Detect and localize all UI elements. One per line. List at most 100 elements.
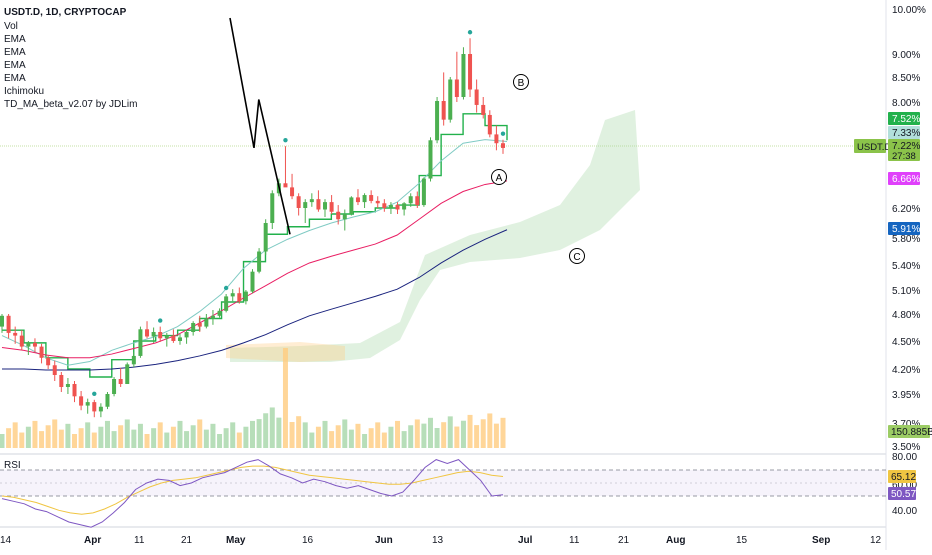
volume-bar [309,432,315,448]
volume-bar [118,425,124,448]
wave-b-text: B [518,78,525,89]
volume-bar [104,420,110,448]
candle-body [250,271,255,292]
candle-body [177,337,182,341]
candle-body [263,223,268,252]
wave-c-text: C [573,252,580,263]
candle-body [349,197,354,214]
price-tick: 4.50% [892,337,920,348]
candle-body [164,335,169,339]
indicator-ema-3[interactable]: EMA [4,60,26,71]
wave-a-label[interactable]: A [491,169,507,185]
candle-body [151,332,156,337]
time-tick: 16 [302,535,314,546]
indicator-vol[interactable]: Vol [4,21,18,32]
candle-body [362,195,367,203]
indicator-ema-2[interactable]: EMA [4,47,26,58]
wave-b-label[interactable]: B [513,74,529,90]
candle-body [342,214,347,220]
price-tick: 5.40% [892,261,920,272]
candle-body [494,134,499,144]
candle-body [237,293,242,302]
candle-body [26,342,31,347]
candle-body [125,364,130,384]
volume-bar [282,348,288,448]
volume-bar [164,432,170,448]
price-axis[interactable]: 10.00% 9.00% 8.50% 8.00% 6.20% 5.40% 5.1… [892,5,926,453]
candle-body [303,202,308,208]
candle-body [481,104,486,115]
badge-rsi: 50.57 [891,489,916,500]
badge-last-price: 7.22% [892,141,920,152]
price-tick: 9.00% [892,50,920,61]
td-mark [158,318,163,323]
volume-bar [434,428,440,448]
volume-bar [395,420,401,448]
candle-body [184,332,189,338]
volume-bar [78,428,84,448]
candle-body [13,332,18,336]
volume-bar [381,432,387,448]
wave-projection-line[interactable] [229,17,291,235]
candle-body [474,89,479,105]
volume-bar [52,419,58,448]
candle-body [402,203,407,210]
candle-body [323,202,328,210]
candle-body [158,332,163,339]
volume-bar [500,417,506,448]
volume-bar [414,419,420,448]
candle-body [290,187,295,197]
time-tick: Sep [812,535,830,546]
indicator-ichimoku[interactable]: Ichimoku [4,86,44,97]
candle-body [85,402,90,406]
time-tick: Apr [84,535,101,546]
candle-body [52,365,57,375]
candle-body [92,402,97,412]
volume-bar [25,426,31,448]
time-tick: 11 [569,535,580,546]
volume-bar [487,413,493,448]
candle-body [19,335,24,347]
candle-body [46,357,51,366]
td-sequential-marks [92,30,506,396]
volume-bar [124,419,130,448]
indicator-ema-1[interactable]: EMA [4,34,26,45]
wave-c-label[interactable]: C [569,248,585,264]
candle-body [131,355,136,365]
candle-body [112,379,117,394]
candle-body [270,193,275,223]
candle-body [441,101,446,120]
candle-body [309,199,314,203]
badge-volume: 150.885B [891,427,932,438]
price-badges: 7.52% 7.33% USDT.D 7.22% 27:38 6.66% 5.8… [854,112,932,438]
time-tick: 15 [736,535,748,546]
candle-body [230,293,235,297]
volume-bar [151,428,157,448]
candle-body [59,375,64,387]
volume-bar [480,419,486,448]
volume-bar [322,420,328,448]
candle-body [421,178,426,206]
candle-body [468,54,473,90]
volume-bar [335,425,341,448]
symbol-line[interactable]: USDT.D, 1D, CRYPTOCAP [4,7,127,18]
volume-bar [157,422,163,448]
volume-bar [85,422,91,448]
indicator-ema-4[interactable]: EMA [4,73,26,84]
ema-line-3 [1,180,508,359]
rsi-tick: 80.00 [892,452,917,463]
volume-bar [447,416,453,448]
volume-bar [362,434,368,448]
candle-body [98,406,103,412]
rsi-axis[interactable]: 80.00 60.00 40.00 65.12 50.57 [888,452,917,517]
volume-bar [421,423,427,448]
candle-body [487,114,492,135]
indicator-td-ma[interactable]: TD_MA_beta_v2.07 by JDLim [4,99,137,110]
price-tick: 3.95% [892,390,920,401]
time-axis[interactable]: 14 Apr 11 21 May 16 Jun 13 Jul 11 21 Aug… [0,535,882,546]
rsi-ma-line [1,465,504,515]
volume-bar [454,426,460,448]
volume-bar [19,432,25,448]
candle-body [138,329,143,356]
